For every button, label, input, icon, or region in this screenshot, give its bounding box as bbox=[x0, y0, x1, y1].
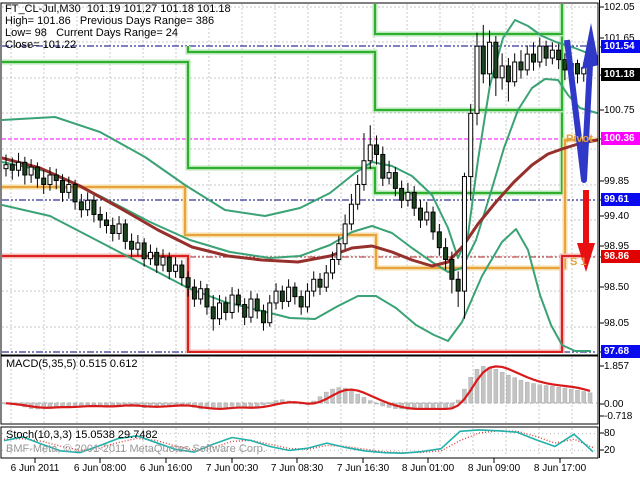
time-axis-label: 7 Jun 16:30 bbox=[336, 463, 390, 474]
time-axis-label: 8 Jun 17:00 bbox=[533, 463, 587, 474]
stoch-axis-tick: 20 bbox=[604, 445, 616, 456]
price-marker-badge: 97.68 bbox=[601, 345, 640, 358]
macd-indicator-label: MACD(5,35,5) 0.515 0.612 bbox=[6, 358, 138, 370]
pivot-level-label: Pivot bbox=[566, 133, 593, 145]
stochastic-indicator-label: Stoch(10,3,3) 15.0538 29.7482 bbox=[6, 429, 158, 441]
time-axis-label: 7 Jun 08:30 bbox=[270, 463, 324, 474]
session-high-line: High= 101.86 Previous Days Range= 386 bbox=[5, 15, 215, 27]
time-axis-label: 7 Jun 00:30 bbox=[205, 463, 259, 474]
time-axis-label: 6 Jun 2011 bbox=[10, 463, 60, 474]
price-marker-badge: 101.54 bbox=[601, 40, 640, 53]
price-axis-tick: 102.05 bbox=[604, 2, 635, 13]
macd-axis-tick: -0.718 bbox=[604, 411, 633, 422]
price-axis-tick: 100.75 bbox=[604, 105, 635, 116]
time-axis-label: 6 Jun 16:00 bbox=[139, 463, 193, 474]
price-axis-tick: 101.65 bbox=[604, 33, 635, 44]
price-marker-badge: 100.36 bbox=[601, 132, 640, 145]
macd-axis-tick: 0.00 bbox=[604, 399, 624, 410]
price-axis-tick: 99.85 bbox=[604, 176, 630, 187]
price-marker-badge: 98.86 bbox=[601, 250, 640, 263]
symbol-quote-line: FT_CL-Jul,M30 101.19 101.27 101.18 101.1… bbox=[5, 3, 231, 15]
session-low-line: Low= 98 Current Days Range= 24 bbox=[5, 27, 179, 39]
time-axis-label: 8 Jun 01:00 bbox=[401, 463, 455, 474]
support1-level-label: S 1 bbox=[570, 256, 587, 268]
time-axis-label: 8 Jun 09:00 bbox=[467, 463, 521, 474]
price-axis-tick: 98.05 bbox=[604, 318, 630, 329]
stoch-axis-tick: 80 bbox=[604, 428, 616, 439]
metaquotes-watermark: BMF-Meta, © 2001-2011 MetaQuotes Softwar… bbox=[6, 443, 266, 455]
time-axis-label: 6 Jun 08:00 bbox=[73, 463, 127, 474]
price-marker-badge: 99.61 bbox=[601, 193, 640, 206]
price-axis-tick: 99.40 bbox=[604, 211, 630, 222]
price-marker-badge: 101.18 bbox=[601, 68, 640, 81]
price-axis-tick: 98.95 bbox=[604, 241, 630, 252]
price-axis-tick: 98.50 bbox=[604, 282, 630, 293]
macd-axis-tick: 1.857 bbox=[604, 361, 630, 372]
session-close-line: Close= 101.22 bbox=[5, 39, 77, 51]
